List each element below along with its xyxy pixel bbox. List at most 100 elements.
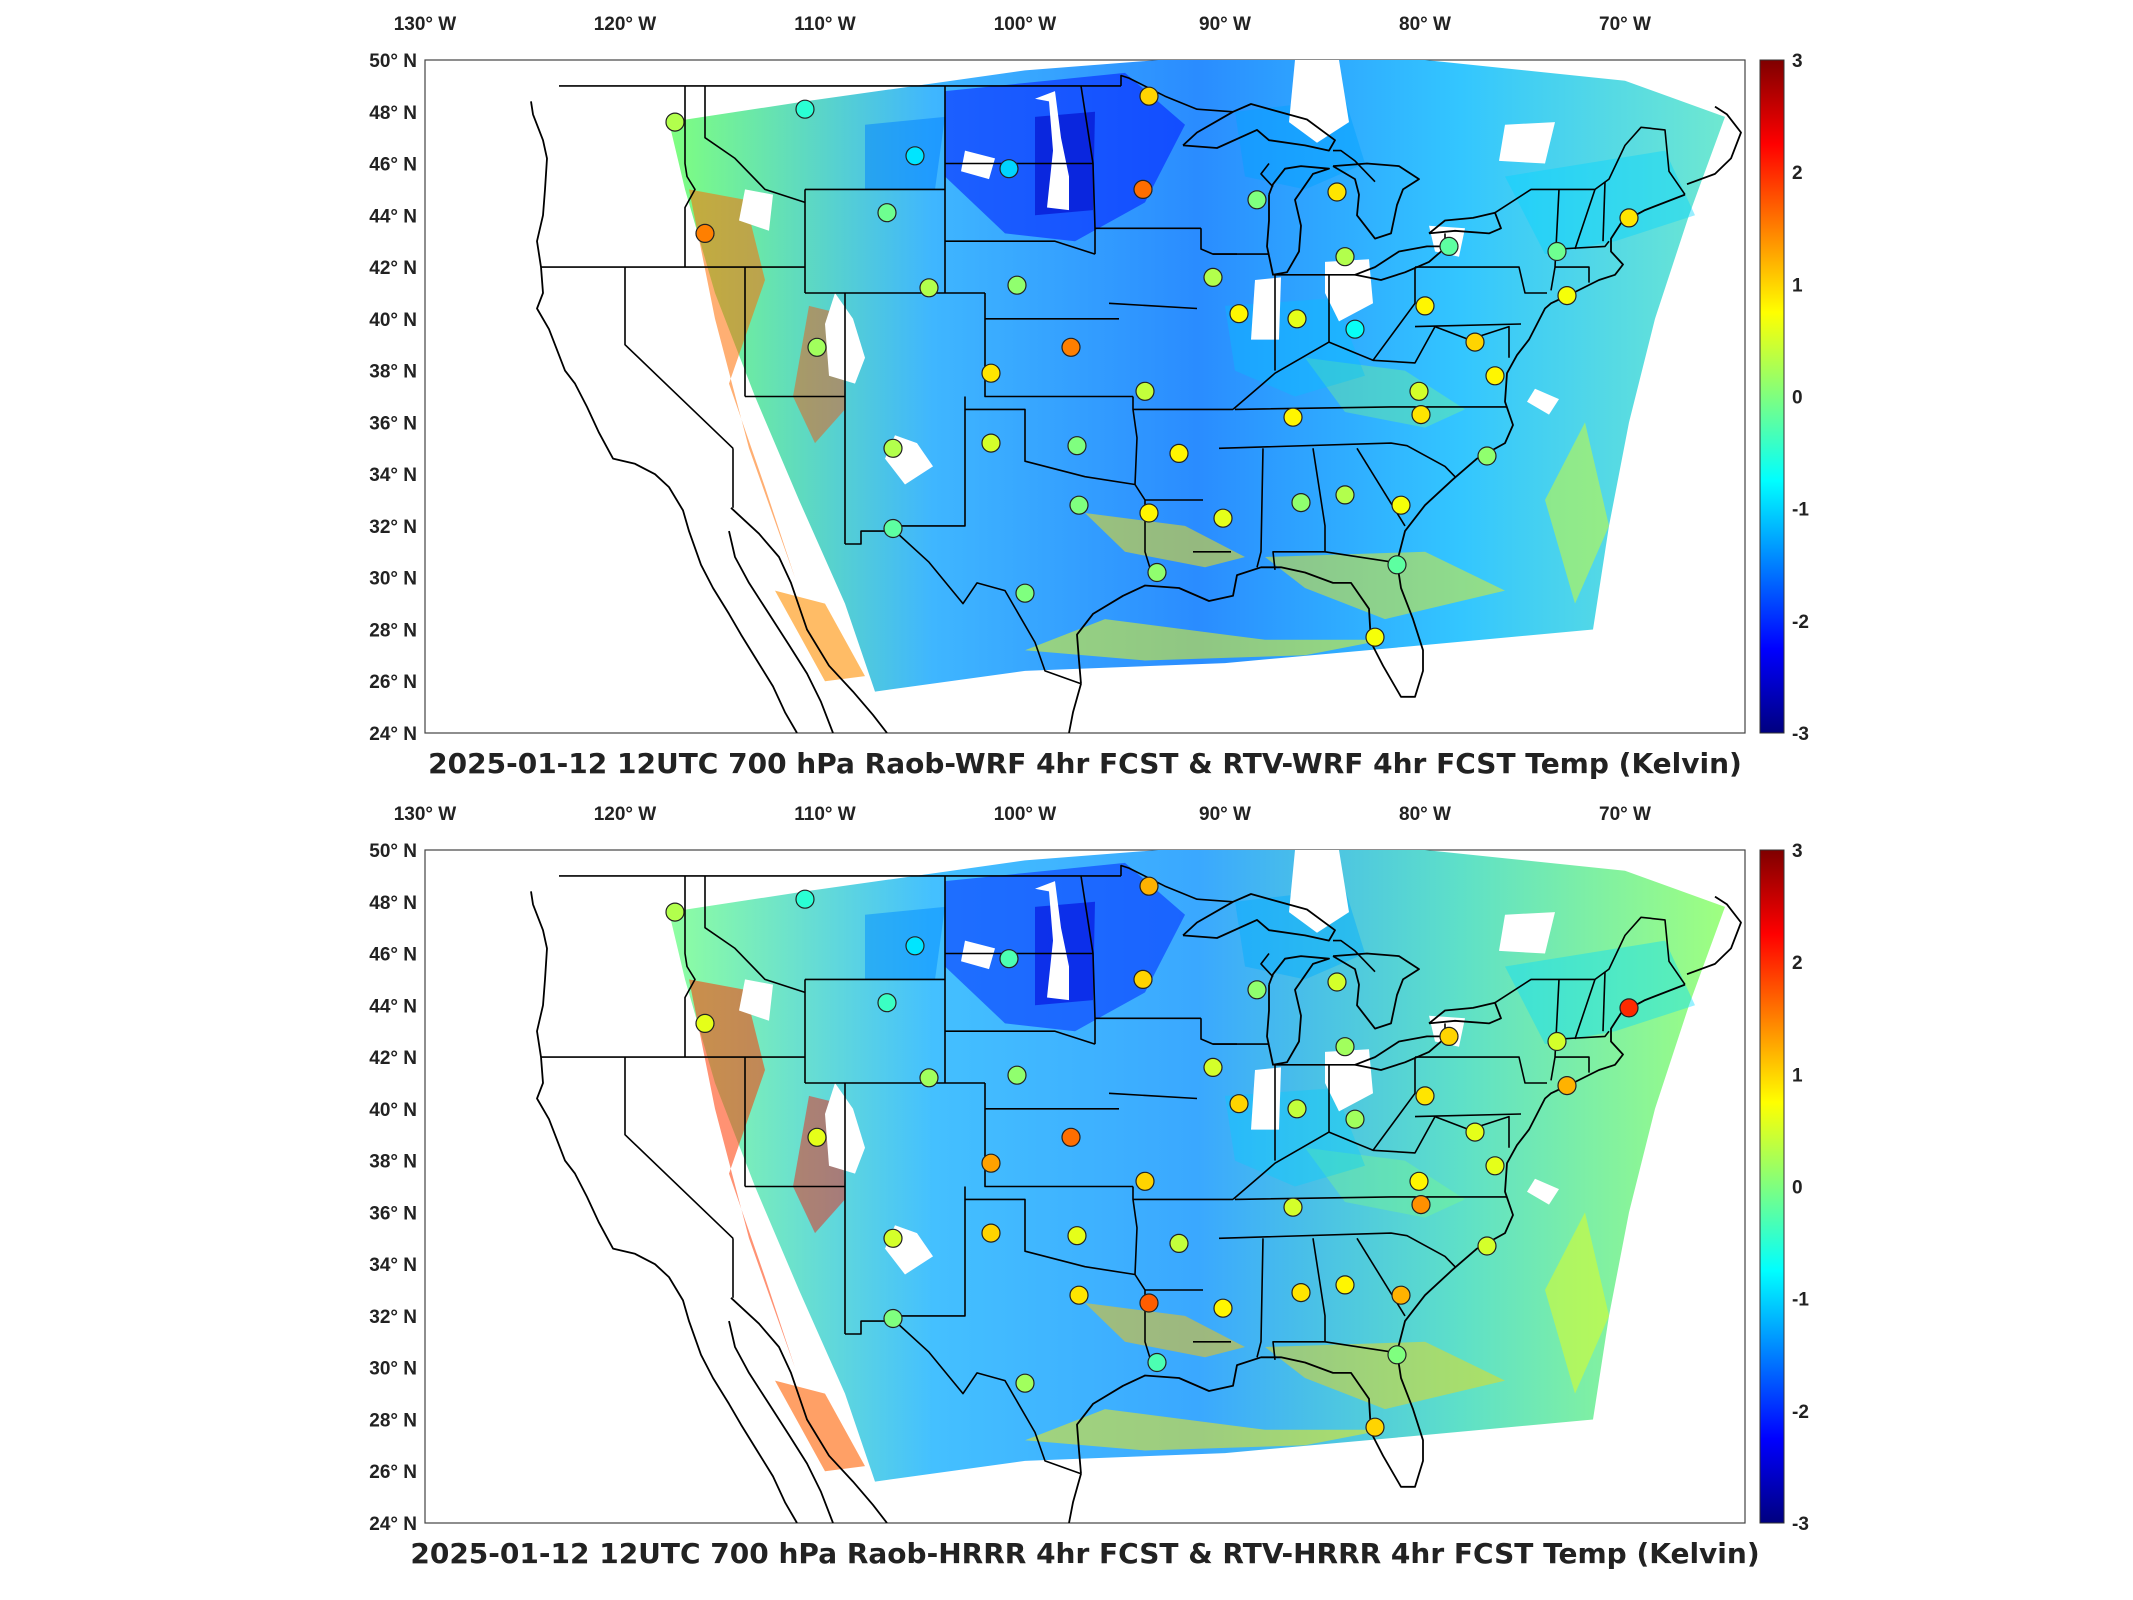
field-missing-region (1035, 91, 1069, 211)
colorbar-tick-label: 3 (1792, 841, 1803, 862)
raob-station-marker (1213, 1298, 1233, 1318)
raob-station-marker (1477, 446, 1497, 466)
raob-station-marker (919, 278, 939, 298)
raob-station-marker (1287, 1099, 1307, 1119)
raob-station-marker (1465, 332, 1485, 352)
state-border (1200, 228, 1269, 255)
state-border (965, 1198, 1136, 1276)
latitude-label: 26° N (369, 1462, 417, 1483)
state-border (1558, 240, 1610, 250)
raob-station-marker (1327, 972, 1347, 992)
lake-outline (1182, 103, 1336, 152)
latitude-label: 46° N (369, 945, 417, 966)
raob-station-marker (905, 936, 925, 956)
map-svg-wrf: 130° W 120° W 110° W 100° W 90° W 80° W 70° W 5… (369, 14, 1809, 780)
state-border (1234, 406, 1507, 411)
raob-station-marker (905, 146, 925, 166)
raob-station-marker (981, 363, 1001, 383)
raob-station-marker (1133, 969, 1153, 989)
colorbar-tick-label: 1 (1792, 1065, 1803, 1086)
state-border (1415, 266, 1547, 294)
state-border (893, 1186, 966, 1317)
coastline (1686, 895, 1742, 976)
raob-station-marker (1327, 182, 1347, 202)
raob-station-marker (1283, 1197, 1303, 1217)
temperature-field (669, 850, 1725, 1482)
raob-station-marker (1229, 1094, 1249, 1114)
state-border (845, 1320, 895, 1335)
raob-station-marker (1335, 247, 1355, 267)
raob-station-marker (665, 902, 685, 922)
latitude-label: 30° N (369, 1359, 417, 1380)
map-panel-hrrr: 130° W 120° W 110° W 100° W 90° W 80° W 70° W 5… (0, 790, 2133, 1590)
state-border (1602, 181, 1606, 242)
raob-station-marker (981, 433, 1001, 453)
state-border (1333, 939, 1376, 973)
field-warm-region (1025, 1409, 1385, 1451)
raob-station-marker (1061, 1127, 1081, 1147)
raob-station-marker (1229, 304, 1249, 324)
state-border (1414, 1113, 1522, 1118)
raob-station-marker (1391, 495, 1411, 515)
state-border (684, 875, 696, 1058)
field-warm-region (689, 979, 795, 1368)
colorbar-tick-label: 2 (1792, 163, 1803, 184)
raob-station-marker (999, 159, 1019, 179)
field-missing-region (1289, 60, 1349, 143)
raob-station-marker (1387, 555, 1407, 575)
longitude-label: 130° W (394, 804, 457, 825)
raob-station-marker (1061, 337, 1081, 357)
raob-station-marker (1291, 1283, 1311, 1303)
state-border (945, 240, 1096, 255)
longitude-label: 80° W (1399, 804, 1451, 825)
state-border (1260, 163, 1274, 188)
raob-station-marker (1139, 86, 1159, 106)
raob-station-marker (807, 337, 827, 357)
coastline (1076, 193, 1686, 698)
state-border (1324, 1341, 1394, 1353)
latitude-label: 38° N (369, 362, 417, 383)
raob-station-marker (981, 1223, 1001, 1243)
lake-outline (1428, 1001, 1502, 1025)
raob-station-marker (1409, 1171, 1429, 1191)
raob-station-marker (919, 1068, 939, 1088)
longitude-label: 100° W (994, 804, 1057, 825)
colorbar-tick-label: 3 (1792, 51, 1803, 72)
lake-outline (1332, 162, 1420, 240)
state-border (1108, 302, 1198, 310)
state-border (704, 875, 806, 994)
raob-station-marker (1477, 1236, 1497, 1256)
raob-station-marker (665, 112, 685, 132)
latitude-label: 30° N (369, 569, 417, 590)
field-missing-region (1499, 122, 1555, 164)
field-missing-region (1251, 277, 1281, 340)
raob-station-marker (1203, 267, 1223, 287)
state-border (1494, 916, 1686, 1004)
field-missing-region (1035, 881, 1069, 1001)
coastline (1686, 105, 1742, 186)
raob-station-marker (1387, 1345, 1407, 1365)
raob-station-marker (1439, 1026, 1459, 1046)
raob-station-marker (1015, 1373, 1035, 1393)
raob-station-marker (1069, 495, 1089, 515)
lake-outline (1182, 893, 1336, 942)
raob-station-marker (1415, 1086, 1435, 1106)
state-border (984, 293, 1133, 398)
state-border (1574, 979, 1596, 1040)
state-border (1414, 323, 1522, 328)
field-missing-region (1499, 912, 1555, 954)
raob-station-marker (999, 949, 1019, 969)
longitude-label: 110° W (794, 14, 856, 35)
state-border (1372, 325, 1510, 364)
raob-station-marker (1465, 1122, 1485, 1142)
field-cold-region (1505, 150, 1695, 255)
raob-station-marker (695, 223, 715, 243)
raob-station-marker (1291, 493, 1311, 513)
colorbar-tick-label: -3 (1792, 724, 1809, 745)
coastline (530, 101, 798, 733)
longitude-label: 90° W (1199, 14, 1251, 35)
raob-station-marker (1247, 190, 1267, 210)
state-border (684, 85, 696, 268)
field-warm-region (689, 189, 795, 578)
raob-station-marker (1547, 1031, 1567, 1052)
